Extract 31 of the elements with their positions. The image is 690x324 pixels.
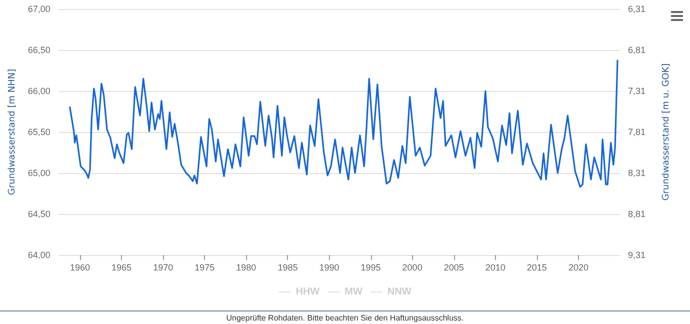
line-series [69,59,618,188]
y-tick-label: 67,00 [28,4,50,14]
y-tick-label: 64,00 [28,250,50,260]
y2-axis-title: Grundwasserstand [m u. GOK] [662,63,672,201]
x-tick-label: 2000 [402,262,422,272]
y-axis-title: Grundwasserstand [m NHN] [8,68,18,196]
y-tick-label: 66,00 [28,86,50,96]
x-tick-label: 1960 [70,262,90,272]
y2-tick-label: 8,81 [628,209,646,219]
y2-tick-label: 9,31 [628,250,646,260]
y2-tick-label: 7,31 [628,86,646,96]
text: Ungeprüfte Rohdaten. Bitte beachten Sie den Haftungsausschluss. [226,314,464,322]
x-tick-label: 1985 [278,262,298,272]
y2-tick-label: 7,81 [628,127,646,137]
x-tick-label: 1990 [319,262,340,272]
x-tick-label: 2020 [568,262,588,272]
y-tick-label: 64,50 [28,209,50,219]
y2-tick-label: 8,31 [628,168,646,178]
y2-tick-label: 6,81 [628,45,646,55]
y-tick-label: 66,50 [28,45,50,55]
x-tick-label: 1970 [153,262,174,272]
x-tick-label: 2015 [526,262,547,272]
x-tick-label: 1995 [360,262,381,272]
x-tick-label: 1965 [112,262,132,272]
y-tick-label: 65,00 [28,168,50,178]
x-tick-label: 1975 [194,262,215,272]
y-tick-label: 65,50 [28,127,50,137]
y2-tick-label: 6,31 [628,4,646,14]
x-tick-label: 2010 [485,262,506,272]
x-tick-label: 2005 [444,262,464,272]
x-tick-label: 1980 [236,262,256,272]
